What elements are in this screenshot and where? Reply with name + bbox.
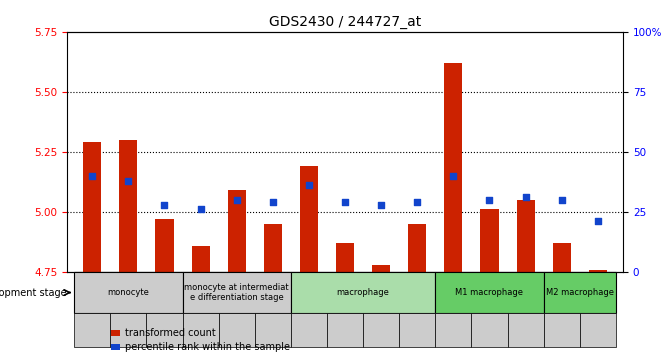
Point [448,173,459,179]
Bar [553,243,571,272]
FancyBboxPatch shape [74,313,111,347]
Title: GDS2430 / 244727_at: GDS2430 / 244727_at [269,16,421,29]
Bar [111,344,120,350]
FancyBboxPatch shape [291,272,436,313]
Text: monocyte at intermediat
e differentiation stage: monocyte at intermediat e differentiatio… [184,283,289,302]
Point [340,199,350,205]
FancyBboxPatch shape [436,313,472,347]
Point [195,207,206,212]
Bar [589,269,607,272]
FancyBboxPatch shape [291,313,327,347]
FancyBboxPatch shape [543,272,616,313]
FancyBboxPatch shape [218,313,255,347]
Bar [119,140,137,272]
Point [484,197,495,203]
Bar [372,265,390,272]
Point [556,197,567,203]
Text: transformed count: transformed count [125,329,216,338]
Bar [83,142,101,272]
Bar [480,210,498,272]
FancyBboxPatch shape [508,313,543,347]
Point [159,202,170,207]
FancyBboxPatch shape [472,313,508,347]
FancyBboxPatch shape [543,313,580,347]
Bar [264,224,282,272]
FancyBboxPatch shape [580,313,616,347]
Bar [336,243,354,272]
Bar [155,219,174,272]
Bar [111,330,120,336]
Bar [408,224,426,272]
Point [304,183,314,188]
FancyBboxPatch shape [74,272,182,313]
Point [87,173,98,179]
Point [592,219,603,224]
Text: macrophage: macrophage [336,288,389,297]
Point [412,199,423,205]
Bar [444,63,462,272]
Text: development stage: development stage [0,287,67,297]
FancyBboxPatch shape [182,313,218,347]
Bar [228,190,246,272]
Text: monocyte: monocyte [107,288,149,297]
Bar [517,200,535,272]
Text: M1 macrophage: M1 macrophage [456,288,523,297]
FancyBboxPatch shape [255,313,291,347]
FancyBboxPatch shape [147,313,182,347]
Point [520,195,531,200]
FancyBboxPatch shape [111,313,147,347]
FancyBboxPatch shape [399,313,436,347]
Text: percentile rank within the sample: percentile rank within the sample [125,342,290,352]
FancyBboxPatch shape [436,272,543,313]
Point [376,202,387,207]
FancyBboxPatch shape [182,272,291,313]
Text: M2 macrophage: M2 macrophage [546,288,614,297]
Point [267,199,278,205]
Bar [300,166,318,272]
FancyBboxPatch shape [327,313,363,347]
Bar [192,246,210,272]
Point [123,178,134,183]
Point [231,197,242,203]
FancyBboxPatch shape [363,313,399,347]
